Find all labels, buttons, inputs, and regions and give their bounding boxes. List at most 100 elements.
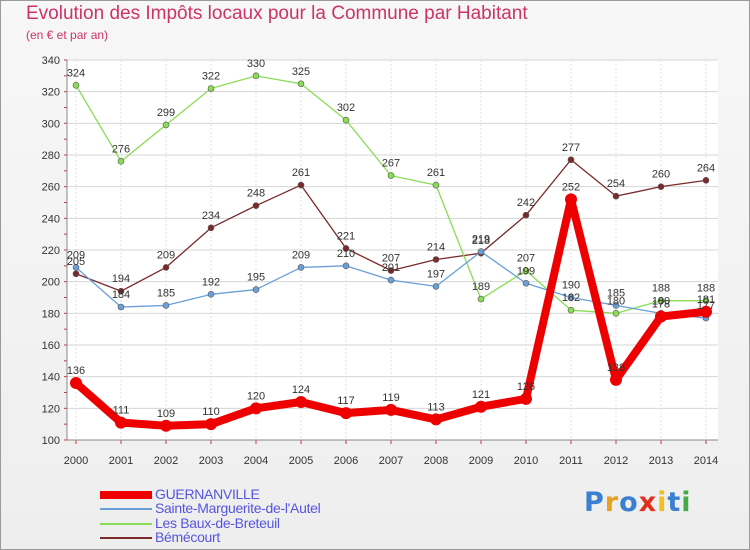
data-label: 195 [247, 272, 265, 284]
x-tick-label: 2000 [64, 455, 88, 467]
data-label: 194 [112, 273, 130, 285]
data-label: 111 [113, 405, 130, 417]
y-tick-label: 160 [42, 340, 60, 352]
x-tick-label: 2011 [559, 455, 583, 467]
x-tick-label: 2003 [199, 455, 223, 467]
data-point [162, 264, 170, 271]
data-label: 178 [652, 299, 670, 311]
y-tick-label: 100 [42, 435, 60, 447]
y-tick-label: 140 [42, 372, 60, 384]
data-point [342, 116, 350, 124]
data-point [612, 302, 620, 309]
data-label: 192 [202, 276, 220, 288]
data-point [432, 256, 440, 263]
data-label: 209 [157, 249, 175, 261]
x-tick-label: 2013 [649, 455, 673, 467]
data-point [207, 291, 215, 298]
x-tick-label: 2001 [109, 455, 133, 467]
y-tick-label: 340 [42, 55, 60, 67]
legend-swatch [100, 537, 152, 539]
data-point [567, 306, 575, 314]
data-label: 214 [427, 242, 445, 254]
data-label: 219 [472, 234, 490, 246]
data-point [117, 303, 125, 311]
data-label: 197 [427, 268, 445, 280]
data-label: 201 [382, 262, 400, 274]
data-label: 277 [562, 142, 580, 154]
data-point [612, 192, 620, 200]
data-point [385, 403, 397, 416]
data-point [565, 193, 577, 206]
data-label: 322 [202, 71, 220, 83]
y-tick-label: 300 [42, 118, 60, 130]
data-label: 189 [472, 281, 490, 293]
legend-swatch [100, 491, 152, 499]
data-label: 121 [472, 389, 490, 401]
data-point [117, 287, 125, 295]
data-label: 221 [337, 230, 355, 242]
x-tick-label: 2005 [289, 455, 313, 467]
data-point [432, 181, 440, 189]
chart-title: Evolution des Impôts locaux pour la Comm… [26, 3, 528, 24]
y-tick-label: 260 [42, 182, 60, 194]
proxiti-logo: Proxiti [584, 487, 692, 518]
data-point [657, 297, 665, 304]
data-label: 242 [517, 197, 535, 209]
data-label: 113 [427, 401, 445, 413]
data-point [387, 276, 395, 284]
data-point [702, 177, 710, 184]
data-label: 181 [697, 294, 715, 306]
legend-label: GUERNANVILLE [155, 486, 260, 502]
data-label: 185 [157, 287, 175, 299]
y-tick-label: 180 [42, 308, 60, 320]
data-label: 252 [562, 181, 580, 193]
data-point [702, 297, 710, 304]
data-label: 180 [652, 295, 670, 307]
data-label: 190 [562, 280, 580, 292]
data-label: 207 [382, 253, 400, 265]
data-point [72, 82, 80, 89]
data-label: 177 [697, 300, 715, 312]
data-label: 207 [517, 253, 535, 265]
data-point [160, 419, 172, 432]
data-point [522, 267, 530, 274]
data-label: 126 [517, 381, 535, 393]
data-point [567, 294, 575, 301]
x-tick-label: 2004 [244, 455, 268, 467]
data-label: 180 [607, 295, 625, 307]
data-label: 182 [562, 292, 580, 304]
data-point [610, 373, 622, 386]
series-1 [72, 248, 710, 322]
data-point [295, 396, 307, 408]
data-label: 299 [157, 107, 175, 119]
data-label: 188 [652, 283, 670, 295]
data-point [477, 248, 485, 255]
data-label: 248 [247, 188, 265, 200]
data-point [700, 305, 712, 318]
legend-label: Les Baux-de-Breteuil [155, 515, 280, 531]
data-point [205, 418, 217, 431]
data-point [567, 156, 575, 164]
data-point [477, 295, 485, 303]
data-label: 324 [67, 67, 85, 79]
data-point [252, 202, 260, 209]
data-point [252, 72, 260, 80]
data-point [115, 416, 127, 429]
data-label: 302 [337, 102, 355, 114]
data-label: 185 [607, 287, 625, 299]
y-tick-label: 320 [42, 87, 60, 99]
data-point [250, 402, 262, 415]
data-label: 119 [382, 392, 400, 404]
data-point [475, 400, 487, 413]
data-label: 209 [292, 249, 310, 261]
data-point [342, 245, 350, 252]
data-point [520, 392, 532, 405]
series-3 [72, 156, 710, 295]
data-point [297, 181, 305, 189]
data-point [162, 302, 170, 309]
x-tick-label: 2008 [424, 455, 448, 467]
x-tick-label: 2009 [469, 455, 493, 467]
data-label: 261 [292, 167, 310, 179]
data-label: 254 [607, 178, 625, 190]
